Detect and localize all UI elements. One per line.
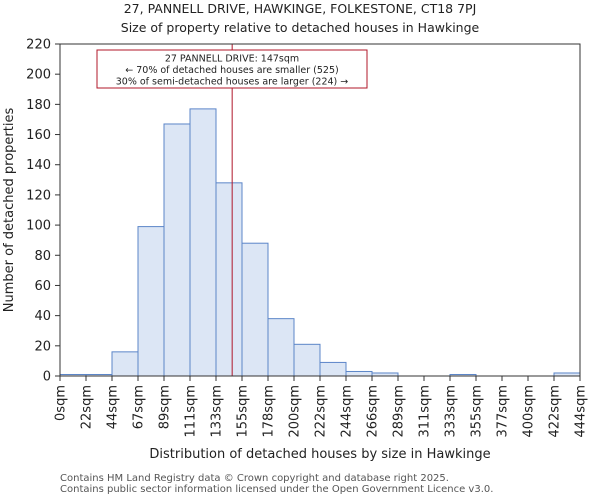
x-tick-label: 244sqm [340,385,355,438]
histogram-bar [267,318,295,377]
histogram-bar [319,361,347,377]
y-tick-label: 180 [26,98,51,113]
y-tick-label: 60 [34,279,51,294]
annotation-larger: 30% of semi-detached houses are larger (… [116,77,349,88]
histogram-bar [293,343,321,377]
x-tick-label: 400sqm [522,385,537,438]
chart-title: 27, PANNELL DRIVE, HAWKINGE, FOLKESTONE,… [124,1,477,16]
x-tick-label: 133sqm [210,385,225,438]
x-tick-label: 355sqm [470,385,485,438]
bars-group [59,108,581,377]
footer-licence: Contains public sector information licen… [60,484,494,495]
x-tick-label: 289sqm [392,385,407,438]
y-tick-label: 80 [34,249,51,264]
x-tick-label: 178sqm [262,385,277,438]
histogram-bar [241,242,269,377]
y-tick-label: 140 [26,158,51,173]
x-tick-label: 155sqm [236,385,251,438]
x-tick-label: 266sqm [366,385,381,438]
y-tick-label: 40 [34,309,51,324]
annotation-box [96,49,368,89]
y-tick-label: 200 [26,68,51,83]
x-tick-label: 0sqm [54,385,69,421]
plot-frame [59,43,581,377]
marker-annotation: 27 PANNELL DRIVE: 147sqm ← 70% of detach… [96,49,368,89]
x-tick-label: 377sqm [496,385,511,438]
histogram-bar [345,370,373,377]
histogram-bar [111,351,139,377]
histogram-bar [215,182,243,377]
y-axis-ticks: 0 20 40 60 80 100 120 140 160 180 200 220 [26,38,60,385]
x-tick-label: 311sqm [418,385,433,438]
x-tick-label: 422sqm [548,385,563,438]
annotation-title: 27 PANNELL DRIVE: 147sqm [165,54,299,65]
x-tick-label: 22sqm [80,385,95,429]
y-tick-label: 20 [34,339,51,354]
x-tick-label: 222sqm [314,385,329,438]
x-tick-label: 67sqm [132,385,147,429]
histogram-bar [189,108,217,377]
histogram-bar [137,226,165,377]
y-tick-label: 220 [26,38,51,53]
y-tick-label: 100 [26,219,51,234]
x-tick-label: 44sqm [106,385,121,429]
x-tick-label: 200sqm [288,385,303,438]
x-tick-label: 444sqm [574,385,589,438]
x-tick-label: 89sqm [158,385,173,429]
footer-copyright: Contains HM Land Registry data © Crown c… [60,473,449,484]
x-tick-label: 111sqm [184,385,199,438]
y-tick-label: 120 [26,188,51,203]
y-tick-label: 160 [26,128,51,143]
x-tick-label: 333sqm [444,385,459,438]
histogram-bar [163,123,191,377]
y-tick-label: 0 [43,370,51,385]
y-axis-label: Number of detached properties [2,108,17,313]
x-axis-label: Distribution of detached houses by size … [149,447,490,462]
chart-subtitle: Size of property relative to detached ho… [121,20,480,35]
annotation-smaller: ← 70% of detached houses are smaller (52… [125,65,338,76]
x-axis-ticks: 0sqm 22sqm 44sqm 67sqm 89sqm 111sqm 133sqm 155s… [54,376,589,438]
